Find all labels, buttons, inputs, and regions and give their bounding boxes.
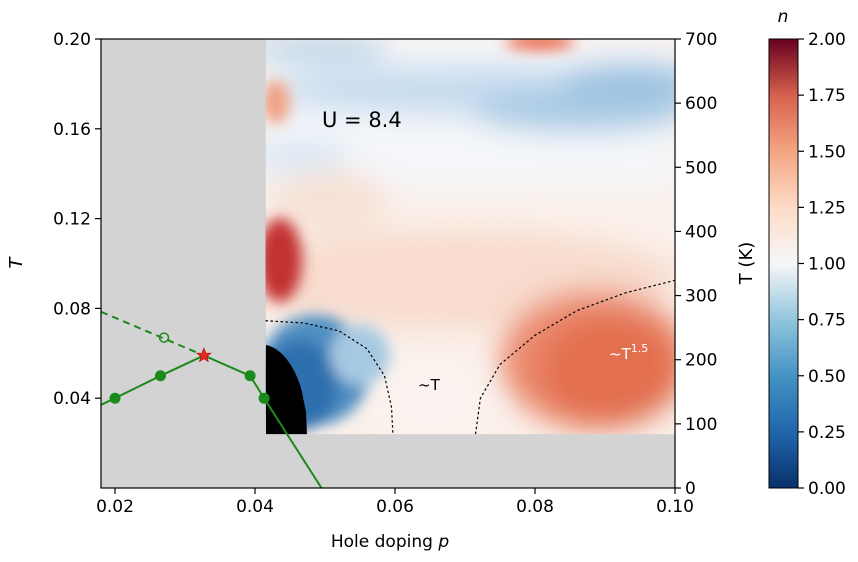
right-y-tick-label-4: 400 xyxy=(685,222,717,242)
x-axis-label: Hole doping p xyxy=(331,532,449,552)
x-tick-label-3: 0.08 xyxy=(516,497,554,517)
critical-point-star xyxy=(195,347,212,363)
y-tick-label-0: 0.04 xyxy=(53,389,91,409)
right-y-tick-label-2: 200 xyxy=(685,351,717,371)
x-tick-label-2: 0.06 xyxy=(376,497,414,517)
x-tick-label-1: 0.04 xyxy=(236,497,274,517)
y-tick-label-1: 0.08 xyxy=(53,299,91,319)
heatmap-field xyxy=(265,39,675,435)
right-y-axis-ticks: 0 100 200 300 400 500 600 700 xyxy=(675,30,717,499)
colorbar-tick-label-0: 0.00 xyxy=(808,479,846,499)
plot-frame xyxy=(100,38,676,489)
colorbar-label: n xyxy=(778,7,789,27)
annotation-u: U = 8.4 xyxy=(322,108,402,132)
right-y-axis-label: T (K) xyxy=(736,242,757,286)
black-region xyxy=(266,345,307,435)
dotted-contour-right xyxy=(474,279,675,435)
y-tick-label-3: 0.16 xyxy=(53,120,91,140)
annotation-t-linear: ~T xyxy=(418,376,441,394)
phase-point-1 xyxy=(155,370,166,382)
right-y-tick-label-3: 300 xyxy=(685,287,717,307)
y-axis-ticks: 0.04 0.08 0.12 0.16 0.20 xyxy=(53,30,101,409)
x-tick-label-0: 0.02 xyxy=(96,497,134,517)
right-y-tick-label-5: 500 xyxy=(685,158,717,178)
colorbar-tick-label-6: 1.50 xyxy=(808,142,846,162)
phase-point-3 xyxy=(258,392,270,404)
annotation-t-power-exp: 1.5 xyxy=(631,342,649,355)
right-y-tick-label-1: 100 xyxy=(685,415,717,435)
colorbar-tick-label-1: 0.25 xyxy=(808,423,846,443)
y-tick-label-4: 0.20 xyxy=(53,30,91,50)
colorbar-tick-label-5: 1.25 xyxy=(808,198,846,218)
y-axis-label: T xyxy=(6,256,27,269)
colorbar-tick-label-3: 0.75 xyxy=(808,311,846,331)
y-tick-label-2: 0.12 xyxy=(53,210,91,230)
colorbar xyxy=(768,38,799,489)
colorbar-ticks: 0.00 0.25 0.50 0.75 1.00 1.25 1.50 1.75 2.00 xyxy=(798,30,846,499)
right-y-tick-label-0: 0 xyxy=(685,479,696,499)
x-tick-label-4: 0.10 xyxy=(656,497,694,517)
colorbar-tick-label-8: 2.00 xyxy=(808,30,846,50)
right-y-tick-label-7: 700 xyxy=(685,30,717,50)
dotted-contour-left xyxy=(265,320,394,435)
colorbar-tick-label-4: 1.00 xyxy=(808,255,846,275)
phase-point-open xyxy=(158,332,170,343)
x-axis-ticks: 0.02 0.04 0.06 0.08 0.10 xyxy=(96,488,694,517)
colorbar-tick-label-7: 1.75 xyxy=(808,86,846,106)
phase-point-0 xyxy=(109,392,121,404)
right-y-tick-label-6: 600 xyxy=(685,94,717,114)
annotation-t-power: ~T1.5 xyxy=(609,342,648,363)
annotation-t-power-base: ~T xyxy=(609,345,632,363)
phase-line-dashed xyxy=(101,310,205,357)
phase-point-2 xyxy=(244,370,256,382)
colorbar-tick-label-2: 0.50 xyxy=(808,367,846,387)
